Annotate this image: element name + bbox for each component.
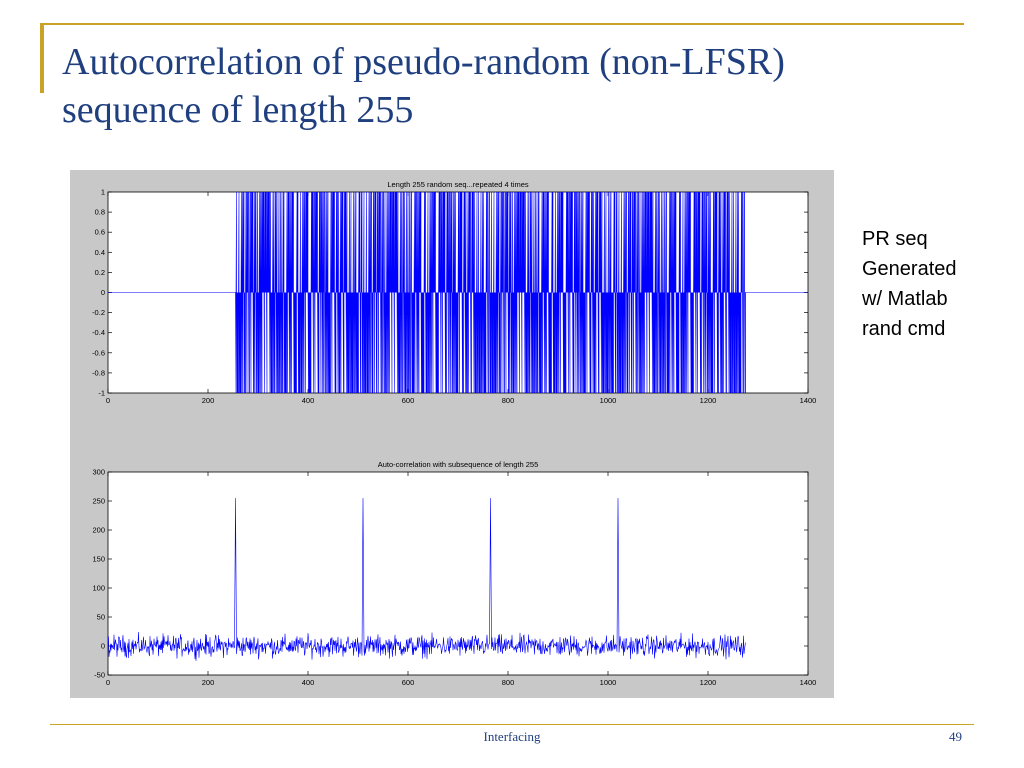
plot-random-sequence: Length 255 random seq...repeated 4 times… (92, 180, 816, 405)
y-tick-label: 50 (97, 613, 105, 622)
y-tick-label: 0.6 (95, 228, 105, 237)
y-tick-label: -0.2 (92, 308, 105, 317)
y-tick-label: 250 (92, 497, 105, 506)
side-note-line: rand cmd (862, 318, 946, 340)
x-tick-label: 1200 (700, 396, 717, 405)
x-tick-label: 1000 (600, 396, 617, 405)
plot-autocorrelation: Auto-correlation with subsequence of len… (92, 460, 816, 687)
y-tick-label: 0 (101, 642, 105, 651)
x-tick-label: 400 (302, 396, 315, 405)
x-tick-label: 800 (502, 396, 515, 405)
page-number: 49 (949, 729, 962, 744)
y-tick-label: 200 (92, 526, 105, 535)
series-line (108, 192, 808, 393)
x-tick-label: 800 (502, 678, 515, 687)
series-autocorrelation (108, 498, 746, 661)
figure-canvas: Length 255 random seq...repeated 4 times… (92, 180, 816, 687)
x-tick-label: 0 (106, 396, 110, 405)
y-tick-label: 1 (101, 188, 105, 197)
chart-title-2: Auto-correlation with subsequence of len… (378, 460, 539, 469)
footer-text: Interfacing (483, 729, 541, 744)
slide-title-line-2: sequence of length 255 (62, 89, 414, 131)
x-tick-label: 1400 (800, 396, 817, 405)
x-tick-label: 600 (402, 396, 415, 405)
side-note-line: w/ Matlab (862, 288, 948, 310)
y-tick-label: 300 (92, 468, 105, 477)
x-tick-label: 600 (402, 678, 415, 687)
series-random-sequence (108, 192, 808, 393)
footer-line (50, 724, 974, 725)
x-tick-label: 200 (202, 396, 215, 405)
y-tick-label: -0.6 (92, 348, 105, 357)
y-tick-label: 0.8 (95, 208, 105, 217)
y-tick-label: -0.4 (92, 328, 105, 337)
y-tick-label: 0 (101, 288, 105, 297)
x-tick-label: 400 (302, 678, 315, 687)
side-note: PR seq Generated w/ Matlab rand cmd (862, 224, 1012, 344)
y-tick-label: -0.8 (92, 368, 105, 377)
y-tick-label: 0.4 (95, 248, 105, 257)
y-tick-label: 0.2 (95, 268, 105, 277)
slide-title: Autocorrelation of pseudo-random (non-LF… (62, 38, 962, 134)
series-line (108, 498, 746, 661)
y-tick-label: 100 (92, 584, 105, 593)
x-tick-label: 0 (106, 678, 110, 687)
y-tick-label: -1 (98, 389, 105, 398)
x-tick-label: 1200 (700, 678, 717, 687)
x-tick-label: 1000 (600, 678, 617, 687)
side-note-line: Generated (862, 258, 957, 280)
y-tick-label: -50 (94, 671, 105, 680)
chart-title-1: Length 255 random seq...repeated 4 times (387, 180, 529, 189)
side-note-line: PR seq (862, 228, 928, 250)
x-tick-label: 200 (202, 678, 215, 687)
slide-title-line-1: Autocorrelation of pseudo-random (non-LF… (62, 41, 785, 83)
x-tick-label: 1400 (800, 678, 817, 687)
top-accent-line (40, 23, 964, 25)
left-accent-bar (40, 23, 44, 93)
y-tick-label: 150 (92, 555, 105, 564)
matlab-figure: Length 255 random seq...repeated 4 times… (70, 170, 834, 698)
